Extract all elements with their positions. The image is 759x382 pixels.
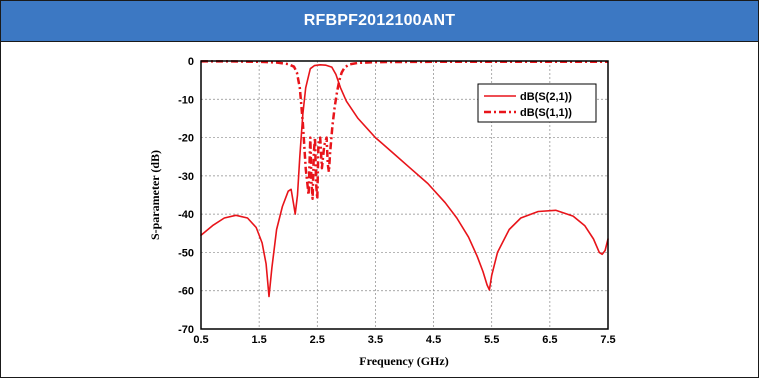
- x-tick-label: 6.5: [542, 334, 557, 346]
- chart-svg: 0.5 1.5 2.5 3.5 4.5 5.5 6.5 7.5 0 -10 -20 -30 -40 -50…: [148, 56, 616, 368]
- y-tick-label: -50: [178, 247, 194, 259]
- legend-label-s11: dB(S(1,1)): [520, 107, 572, 119]
- tick-labels: 0.5 1.5 2.5 3.5 4.5 5.5 6.5 7.5 0 -10 -20 -30 -40 -50…: [178, 56, 616, 346]
- series-layer: [200, 60, 609, 298]
- x-tick-label: 4.5: [426, 334, 441, 346]
- y-tick-label: -40: [178, 209, 194, 221]
- y-tick-label: -30: [178, 171, 194, 183]
- y-axis-label: S-parameter (dB): [148, 150, 162, 240]
- s-parameter-chart: 0.5 1.5 2.5 3.5 4.5 5.5 6.5 7.5 0 -10 -20 -30 -40 -50…: [1, 42, 758, 377]
- y-tick-label: -10: [178, 94, 194, 106]
- series-line-s11: [201, 60, 608, 201]
- legend: dB(S(2,1)) dB(S(1,1)): [477, 83, 597, 123]
- x-tick-label: 2.5: [310, 334, 325, 346]
- x-axis-label: Frequency (GHz): [359, 354, 448, 368]
- y-tick-label: -70: [178, 324, 194, 336]
- plot-border: [200, 60, 609, 330]
- y-tick-label: -20: [178, 133, 194, 145]
- x-tick-label: 0.5: [193, 334, 208, 346]
- title-bar: RFBPF2012100ANT: [1, 1, 758, 42]
- x-tick-label: 7.5: [600, 334, 615, 346]
- x-tick-label: 5.5: [484, 334, 499, 346]
- series-line-s21: [200, 63, 609, 298]
- y-tick-label: 0: [188, 56, 194, 68]
- x-tick-label: 1.5: [251, 334, 266, 346]
- x-tick-label: 3.5: [368, 334, 383, 346]
- legend-label-s21: dB(S(2,1)): [520, 91, 572, 103]
- legend-box: [477, 83, 597, 123]
- product-title: RFBPF2012100ANT: [303, 12, 456, 29]
- y-tick-label: -60: [178, 286, 194, 298]
